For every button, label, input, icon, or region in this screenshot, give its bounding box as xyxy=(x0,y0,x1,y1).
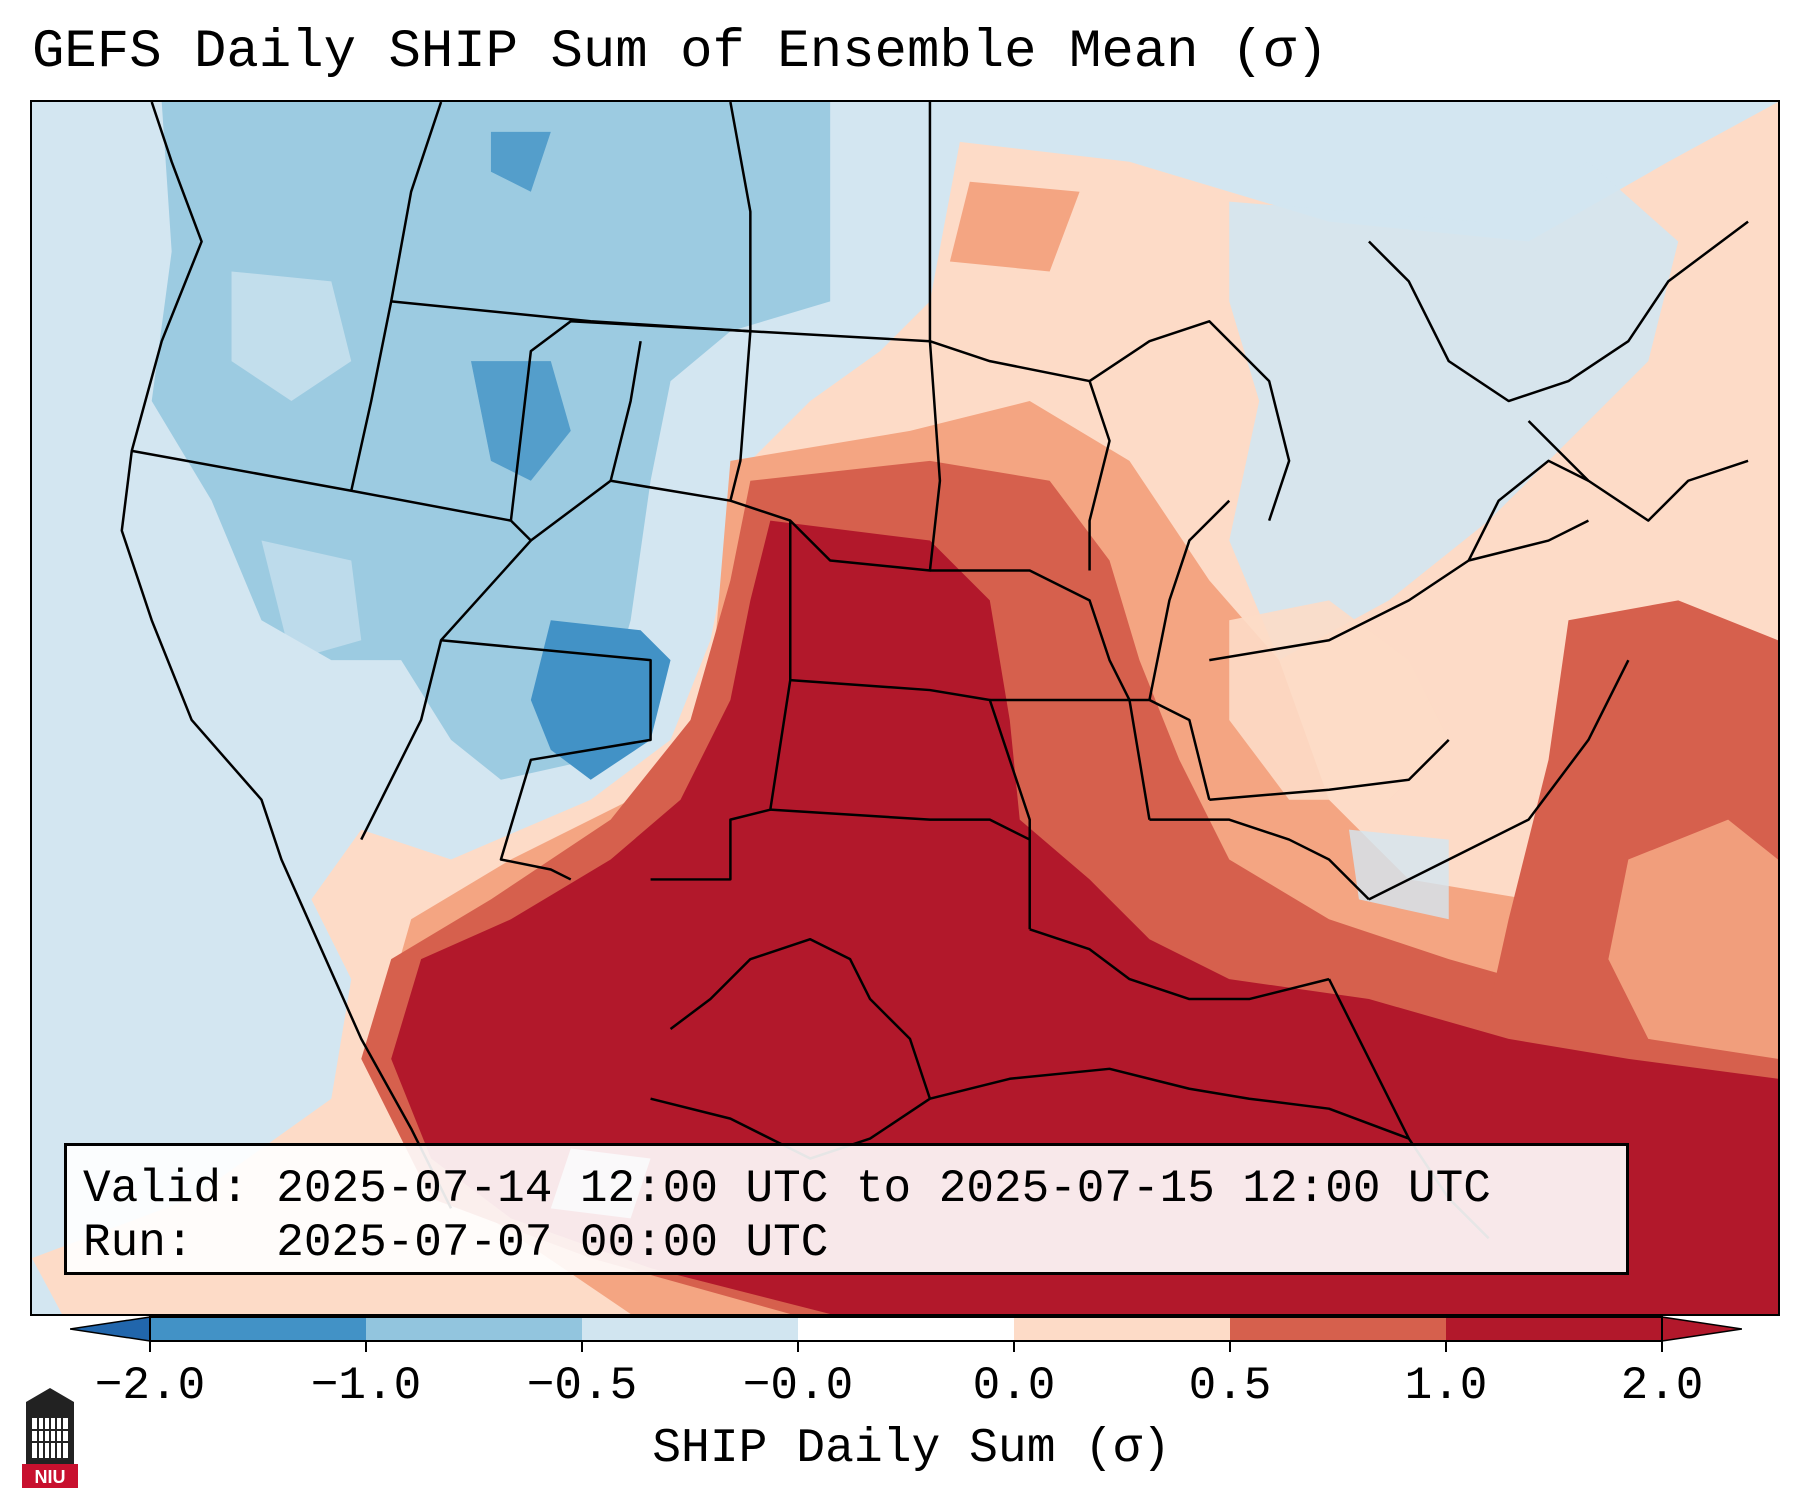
colorbar-segment xyxy=(1014,1317,1231,1341)
valid-row: Valid: 2025-07-14 12:00 UTC to 2025-07-1… xyxy=(83,1162,1626,1216)
run-value: 2025-07-07 00:00 UTC xyxy=(276,1217,829,1269)
colorbar-tick-mark xyxy=(1445,1342,1447,1352)
colorbar-tick-mark xyxy=(1229,1342,1231,1352)
colorbar-outline xyxy=(149,1316,1663,1342)
valid-value: 2025-07-14 12:00 UTC to 2025-07-15 12:00… xyxy=(276,1163,1491,1215)
positive-anomaly-regions xyxy=(32,102,1778,1314)
colorbar-segment xyxy=(798,1317,1015,1341)
university-tower-icon: NIU xyxy=(22,1388,78,1488)
colorbar-tick-label: −0.5 xyxy=(526,1360,638,1412)
colorbar-tick-mark xyxy=(365,1342,367,1352)
colorbar-label: SHIP Daily Sum (σ) xyxy=(652,1422,1171,1476)
colorbar-tick-label: 0.0 xyxy=(972,1360,1056,1412)
colorbar-tick-label: 2.0 xyxy=(1620,1360,1704,1412)
colorbar-tick-label: 1.0 xyxy=(1404,1360,1488,1412)
colorbar-tick-label: −0.0 xyxy=(742,1360,854,1412)
valid-label: Valid: xyxy=(83,1163,249,1215)
chart-title: GEFS Daily SHIP Sum of Ensemble Mean (σ) xyxy=(32,22,1329,83)
colorbar-tick-mark xyxy=(149,1342,151,1352)
colorbar-tick-mark xyxy=(797,1342,799,1352)
colorbar-tick-label: −2.0 xyxy=(94,1360,206,1412)
logo-text: NIU xyxy=(35,1467,66,1487)
colorbar-tick-mark xyxy=(581,1342,583,1352)
colorbar-segment xyxy=(1446,1317,1663,1341)
validity-info-box: Valid: 2025-07-14 12:00 UTC to 2025-07-1… xyxy=(64,1143,1629,1275)
colorbar-segment xyxy=(150,1317,367,1341)
colorbar-segment xyxy=(582,1317,799,1341)
colorbar xyxy=(70,1316,1742,1342)
colorbar-segment xyxy=(366,1317,583,1341)
colorbar-tick-label: 0.5 xyxy=(1188,1360,1272,1412)
colorbar-tick-mark xyxy=(1013,1342,1015,1352)
anomaly-map xyxy=(32,102,1778,1314)
map-panel xyxy=(30,100,1780,1316)
colorbar-extend-high xyxy=(1661,1316,1742,1342)
colorbar-extend-low xyxy=(70,1316,151,1342)
state-boundaries xyxy=(120,102,1749,1240)
colorbar-tick-label: −1.0 xyxy=(310,1360,422,1412)
run-label: Run: xyxy=(83,1217,194,1269)
colorbar-segment xyxy=(1230,1317,1447,1341)
negative-anomaly-regions xyxy=(151,102,831,780)
run-row: Run: 2025-07-07 00:00 UTC xyxy=(83,1216,1626,1270)
colorbar-tick-mark xyxy=(1661,1342,1663,1352)
